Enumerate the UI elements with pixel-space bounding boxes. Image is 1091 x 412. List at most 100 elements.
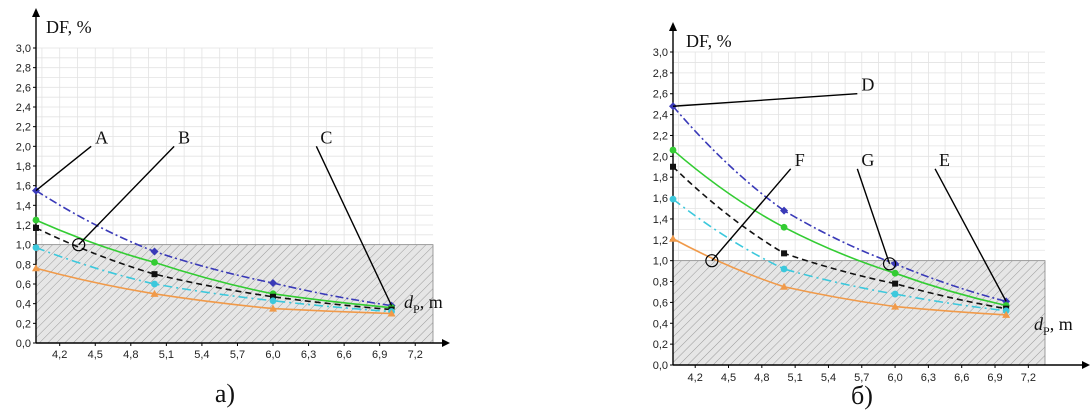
- x-axis-title-sub: P: [1043, 324, 1050, 338]
- acceptable-zone: [35, 244, 434, 344]
- chart-a: 0,0 0,2 0,4 0,6 0,8 1,0 1,2 1,4 1,6 1,8 2,0 2,2 2,4 2…: [16, 8, 450, 408]
- annotation-b: B: [72, 127, 190, 252]
- x-axis-arrow: [1082, 361, 1090, 369]
- x-tick-label: 6,3: [301, 349, 316, 361]
- data-point: [150, 289, 159, 297]
- annotation-d: D: [672, 75, 874, 107]
- series-line: [672, 198, 1007, 312]
- annotation-f: F: [705, 150, 805, 268]
- y-tick-label: 2,0: [653, 151, 668, 163]
- annotation-leader: [934, 168, 1007, 302]
- data-point: [387, 309, 396, 317]
- x-tick-label: 4,8: [754, 372, 769, 384]
- y-axis-title: DF, %: [686, 31, 732, 51]
- annotation-leader: [672, 93, 858, 107]
- y-tick-label: 1,4: [16, 200, 31, 212]
- x-tick-label: 6,6: [336, 349, 351, 361]
- x-tick-label: 5,1: [788, 372, 803, 384]
- annotation-label: G: [861, 150, 874, 170]
- x-tick-label: 6,0: [887, 372, 902, 384]
- y-tick-label: 0,4: [653, 318, 668, 330]
- y-tick-label: 1,4: [653, 214, 668, 226]
- y-tick-label: 1,6: [653, 193, 668, 205]
- data-point: [33, 224, 39, 231]
- y-tick-label: 2,2: [16, 122, 31, 134]
- x-tick-label: 4,2: [688, 372, 703, 384]
- data-point: [669, 146, 677, 154]
- data-point: [1002, 310, 1011, 318]
- x-tick-label: 6,6: [954, 372, 969, 384]
- y-tick-label: 2,8: [653, 68, 668, 80]
- x-tick-label: 7,2: [1021, 372, 1036, 384]
- y-tick-label: 3,0: [16, 43, 31, 55]
- x-tick-label: 6,9: [372, 349, 387, 361]
- annotation-leader: [856, 168, 891, 265]
- data-point: [270, 293, 277, 300]
- y-axis-arrow: [32, 8, 40, 17]
- x-axis-title: dP, m: [1034, 314, 1073, 338]
- annotation-circle: [72, 238, 86, 252]
- y-tick-label: 0,0: [653, 360, 668, 372]
- y-tick-label: 3,0: [653, 47, 668, 59]
- y-tick-label: 0,0: [16, 338, 31, 350]
- data-point: [150, 247, 159, 256]
- y-axis-arrow: [669, 22, 677, 31]
- annotation-a: A: [35, 127, 108, 192]
- y-tick-label: 1,2: [653, 235, 668, 247]
- annotation-label: F: [795, 150, 805, 170]
- data-point: [780, 282, 789, 290]
- x-tick-label: 6,3: [921, 372, 936, 384]
- y-axis-title: DF, %: [46, 17, 92, 37]
- data-point: [891, 269, 899, 277]
- data-point: [151, 271, 158, 278]
- y-tick-label: 2,2: [653, 130, 668, 142]
- y-tick-label: 2,4: [16, 102, 31, 114]
- y-tick-label: 0,8: [16, 259, 31, 271]
- acceptable-zone: [672, 260, 1046, 366]
- x-tick-label: 5,7: [230, 349, 245, 361]
- data-point: [32, 244, 40, 252]
- data-point: [669, 234, 677, 242]
- x-axis-title-main: d: [1034, 314, 1044, 334]
- x-tick-label: 4,5: [721, 372, 736, 384]
- y-tick-label: 0,6: [653, 297, 668, 309]
- x-tick-label: 6,9: [987, 372, 1002, 384]
- annotation-label: B: [178, 127, 190, 147]
- annotation-label: C: [320, 127, 332, 147]
- x-axis-arrow: [442, 339, 450, 347]
- x-tick-label: 6,0: [265, 349, 280, 361]
- series-5: [669, 234, 1011, 318]
- series-line: [35, 246, 392, 313]
- annotation-leader: [711, 168, 792, 262]
- y-tick-label: 2,6: [653, 89, 668, 101]
- annotation-label: A: [95, 127, 108, 147]
- series-2: [669, 146, 1010, 309]
- data-point: [269, 297, 277, 305]
- data-point: [269, 279, 278, 288]
- x-tick-label: 4,2: [52, 349, 67, 361]
- x-tick-label: 4,5: [88, 349, 103, 361]
- annotation-circle: [882, 257, 897, 271]
- data-point: [781, 250, 788, 257]
- series-line: [35, 267, 392, 315]
- data-point: [669, 195, 677, 203]
- series-line: [35, 219, 392, 309]
- data-point: [151, 258, 158, 266]
- y-tick-label: 1,8: [653, 172, 668, 184]
- annotation-e: E: [934, 150, 1007, 302]
- x-tick-label: 5,4: [821, 372, 836, 384]
- x-axis-title-main: d: [404, 292, 414, 312]
- y-tick-label: 1,8: [16, 161, 31, 173]
- data-point: [670, 163, 676, 170]
- series-5: [32, 264, 396, 317]
- x-axis-title: dP, m: [404, 292, 443, 316]
- data-point: [891, 302, 900, 310]
- y-tick-label: 0,2: [16, 318, 31, 330]
- y-tick-label: 1,2: [16, 220, 31, 232]
- y-tick-label: 1,0: [16, 240, 31, 252]
- data-point: [32, 264, 40, 272]
- x-tick-label: 5,7: [854, 372, 869, 384]
- y-tick-label: 2,0: [16, 141, 31, 153]
- data-point: [892, 280, 899, 287]
